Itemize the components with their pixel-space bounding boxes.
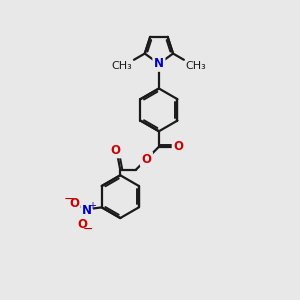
Text: CH₃: CH₃ — [112, 61, 133, 71]
Text: −: − — [82, 223, 93, 236]
Text: O: O — [141, 153, 152, 166]
Text: +: + — [88, 201, 96, 211]
Text: O: O — [111, 144, 121, 157]
Text: −: − — [64, 193, 74, 206]
Text: O: O — [69, 197, 80, 210]
Text: O: O — [77, 218, 87, 230]
Text: N: N — [82, 204, 92, 217]
Text: O: O — [173, 140, 183, 153]
Text: CH₃: CH₃ — [185, 61, 206, 71]
Text: N: N — [154, 57, 164, 70]
